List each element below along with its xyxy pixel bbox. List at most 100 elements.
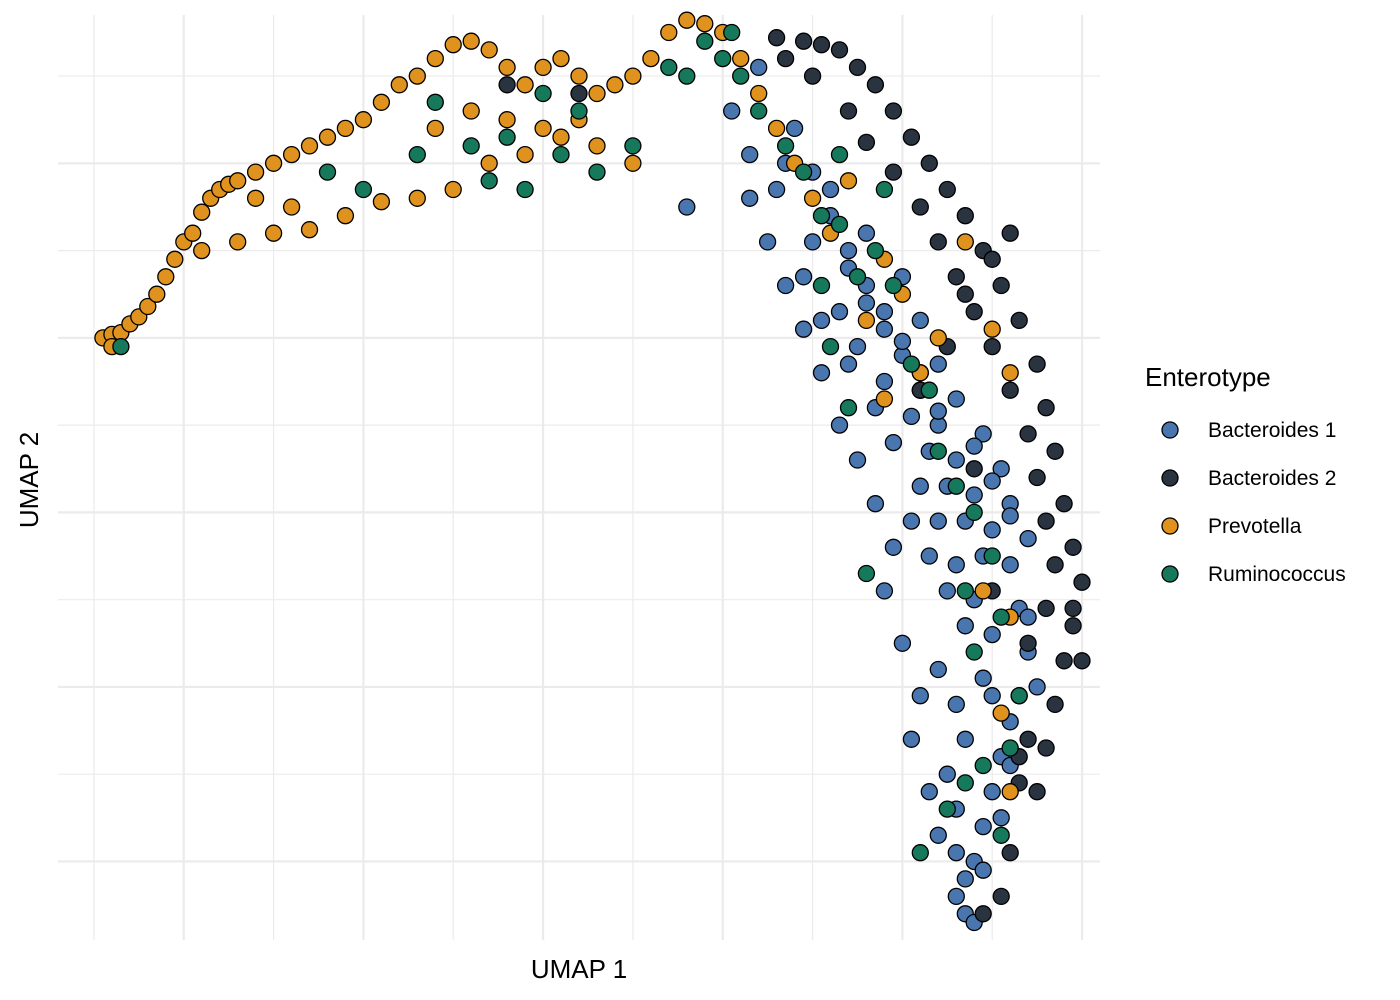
data-point <box>498 76 516 94</box>
data-point <box>750 58 768 77</box>
data-point <box>1028 783 1046 801</box>
data-point <box>552 145 570 164</box>
data-point <box>929 826 947 844</box>
data-point <box>426 93 444 111</box>
data-point <box>839 399 858 417</box>
data-point <box>974 425 992 443</box>
data-point <box>965 303 983 321</box>
data-point <box>875 372 894 391</box>
data-point <box>983 687 1001 705</box>
data-point <box>947 556 965 574</box>
data-point <box>157 268 175 286</box>
data-point <box>552 49 570 68</box>
data-point <box>462 102 480 120</box>
data-point <box>776 137 795 155</box>
data-point <box>848 58 867 77</box>
data-point <box>714 49 732 68</box>
data-point <box>983 521 1001 539</box>
data-point <box>480 154 498 172</box>
data-point <box>678 11 696 29</box>
data-point <box>462 32 480 50</box>
data-point <box>1001 783 1019 801</box>
data-point <box>1001 844 1019 862</box>
data-point <box>830 41 849 59</box>
data-point <box>857 564 876 583</box>
data-point <box>462 137 480 155</box>
data-point <box>148 285 166 303</box>
data-point <box>1064 599 1082 618</box>
data-point <box>390 76 408 94</box>
data-point <box>750 102 768 120</box>
data-point <box>767 29 786 47</box>
data-point <box>480 172 498 190</box>
data-point <box>848 451 867 469</box>
data-point <box>723 23 741 42</box>
data-point <box>606 76 624 94</box>
data-point <box>857 224 876 242</box>
legend: Enterotype Bacteroides 1 Bacteroides 2 Pre… <box>1145 362 1346 586</box>
data-point <box>112 337 130 356</box>
data-point <box>875 582 894 600</box>
data-point <box>983 783 1001 801</box>
data-point <box>920 547 938 565</box>
data-point <box>839 241 858 260</box>
data-point <box>902 512 921 530</box>
data-point <box>1073 573 1091 591</box>
data-point <box>624 154 642 172</box>
legend-key <box>1161 469 1179 487</box>
data-point <box>911 477 929 495</box>
data-point <box>911 311 929 330</box>
data-point <box>1037 512 1055 530</box>
data-point <box>1037 599 1055 618</box>
data-point <box>974 669 992 687</box>
data-point <box>992 276 1010 295</box>
data-point <box>794 163 813 181</box>
data-point <box>570 67 588 85</box>
data-point <box>965 486 983 504</box>
data-point <box>498 58 516 77</box>
data-point <box>1019 529 1037 548</box>
legend-label: Bacteroides 2 <box>1208 467 1336 490</box>
data-point <box>794 268 813 286</box>
data-point <box>857 311 876 330</box>
data-point <box>938 180 956 199</box>
data-point <box>974 861 992 879</box>
data-point <box>642 49 660 68</box>
data-point <box>282 198 301 216</box>
data-point <box>947 887 965 906</box>
data-point <box>426 119 444 138</box>
data-point <box>938 582 956 600</box>
data-point <box>1001 739 1019 757</box>
data-point <box>884 538 903 556</box>
legend-key <box>1161 517 1179 535</box>
data-point <box>1019 608 1037 626</box>
data-point <box>812 207 831 225</box>
data-point <box>229 233 247 251</box>
data-point <box>929 329 947 347</box>
data-point <box>866 76 885 94</box>
data-point <box>1064 617 1082 635</box>
data-point <box>947 477 965 495</box>
data-point <box>839 102 858 120</box>
data-point <box>516 145 534 164</box>
data-point <box>983 320 1001 338</box>
data-point <box>354 180 373 199</box>
data-point <box>1037 399 1055 417</box>
data-point <box>983 625 1001 644</box>
data-point <box>570 84 588 103</box>
data-point <box>300 221 319 239</box>
data-point <box>947 695 965 714</box>
data-point <box>992 826 1010 844</box>
data-point <box>1001 381 1019 399</box>
data-point <box>246 163 265 181</box>
data-point <box>866 495 885 513</box>
data-point <box>534 119 552 138</box>
data-point <box>965 503 983 522</box>
data-point <box>911 844 929 862</box>
data-point <box>336 119 355 138</box>
data-point <box>902 128 921 146</box>
data-point <box>139 297 157 316</box>
data-point <box>516 76 534 94</box>
data-point <box>1055 652 1073 670</box>
